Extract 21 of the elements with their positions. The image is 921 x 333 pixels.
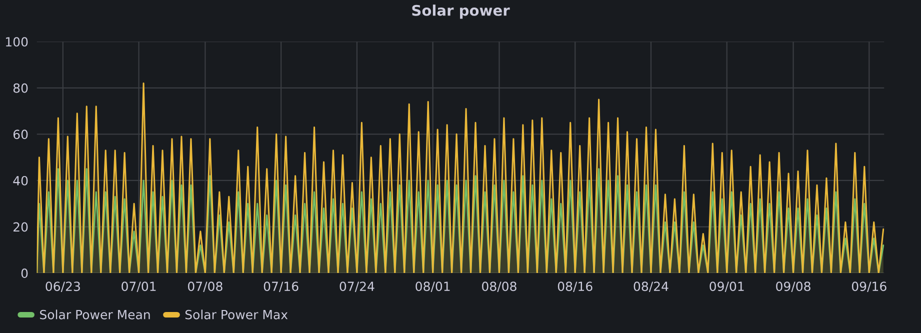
x-tick-label: 08/08: [482, 282, 516, 292]
y-tick-label: 20: [14, 222, 28, 232]
y-tick-label: 80: [13, 83, 28, 93]
chart-title: Solar power: [412, 4, 510, 19]
y-tick-label: 60: [13, 130, 28, 140]
x-tick-label: 06/23: [46, 282, 80, 292]
legend-label: Solar Power Mean: [40, 310, 150, 320]
x-tick-label: 09/16: [852, 282, 886, 292]
x-tick-label: 08/24: [634, 282, 668, 292]
x-tick-label: 08/01: [416, 282, 450, 292]
x-tick-label: 07/08: [188, 282, 222, 292]
x-tick-label: 09/08: [776, 282, 810, 292]
y-tick-label: 0: [21, 268, 28, 278]
y-tick-label: 100: [6, 37, 28, 47]
x-tick-label: 09/01: [710, 282, 744, 292]
x-tick-label: 07/01: [122, 282, 156, 292]
legend-label: Solar Power Max: [185, 310, 288, 320]
y-tick-label: 40: [13, 176, 28, 186]
x-tick-label: 07/16: [264, 282, 298, 292]
x-tick-label: 07/24: [340, 282, 374, 292]
x-tick-label: 08/16: [558, 282, 592, 292]
